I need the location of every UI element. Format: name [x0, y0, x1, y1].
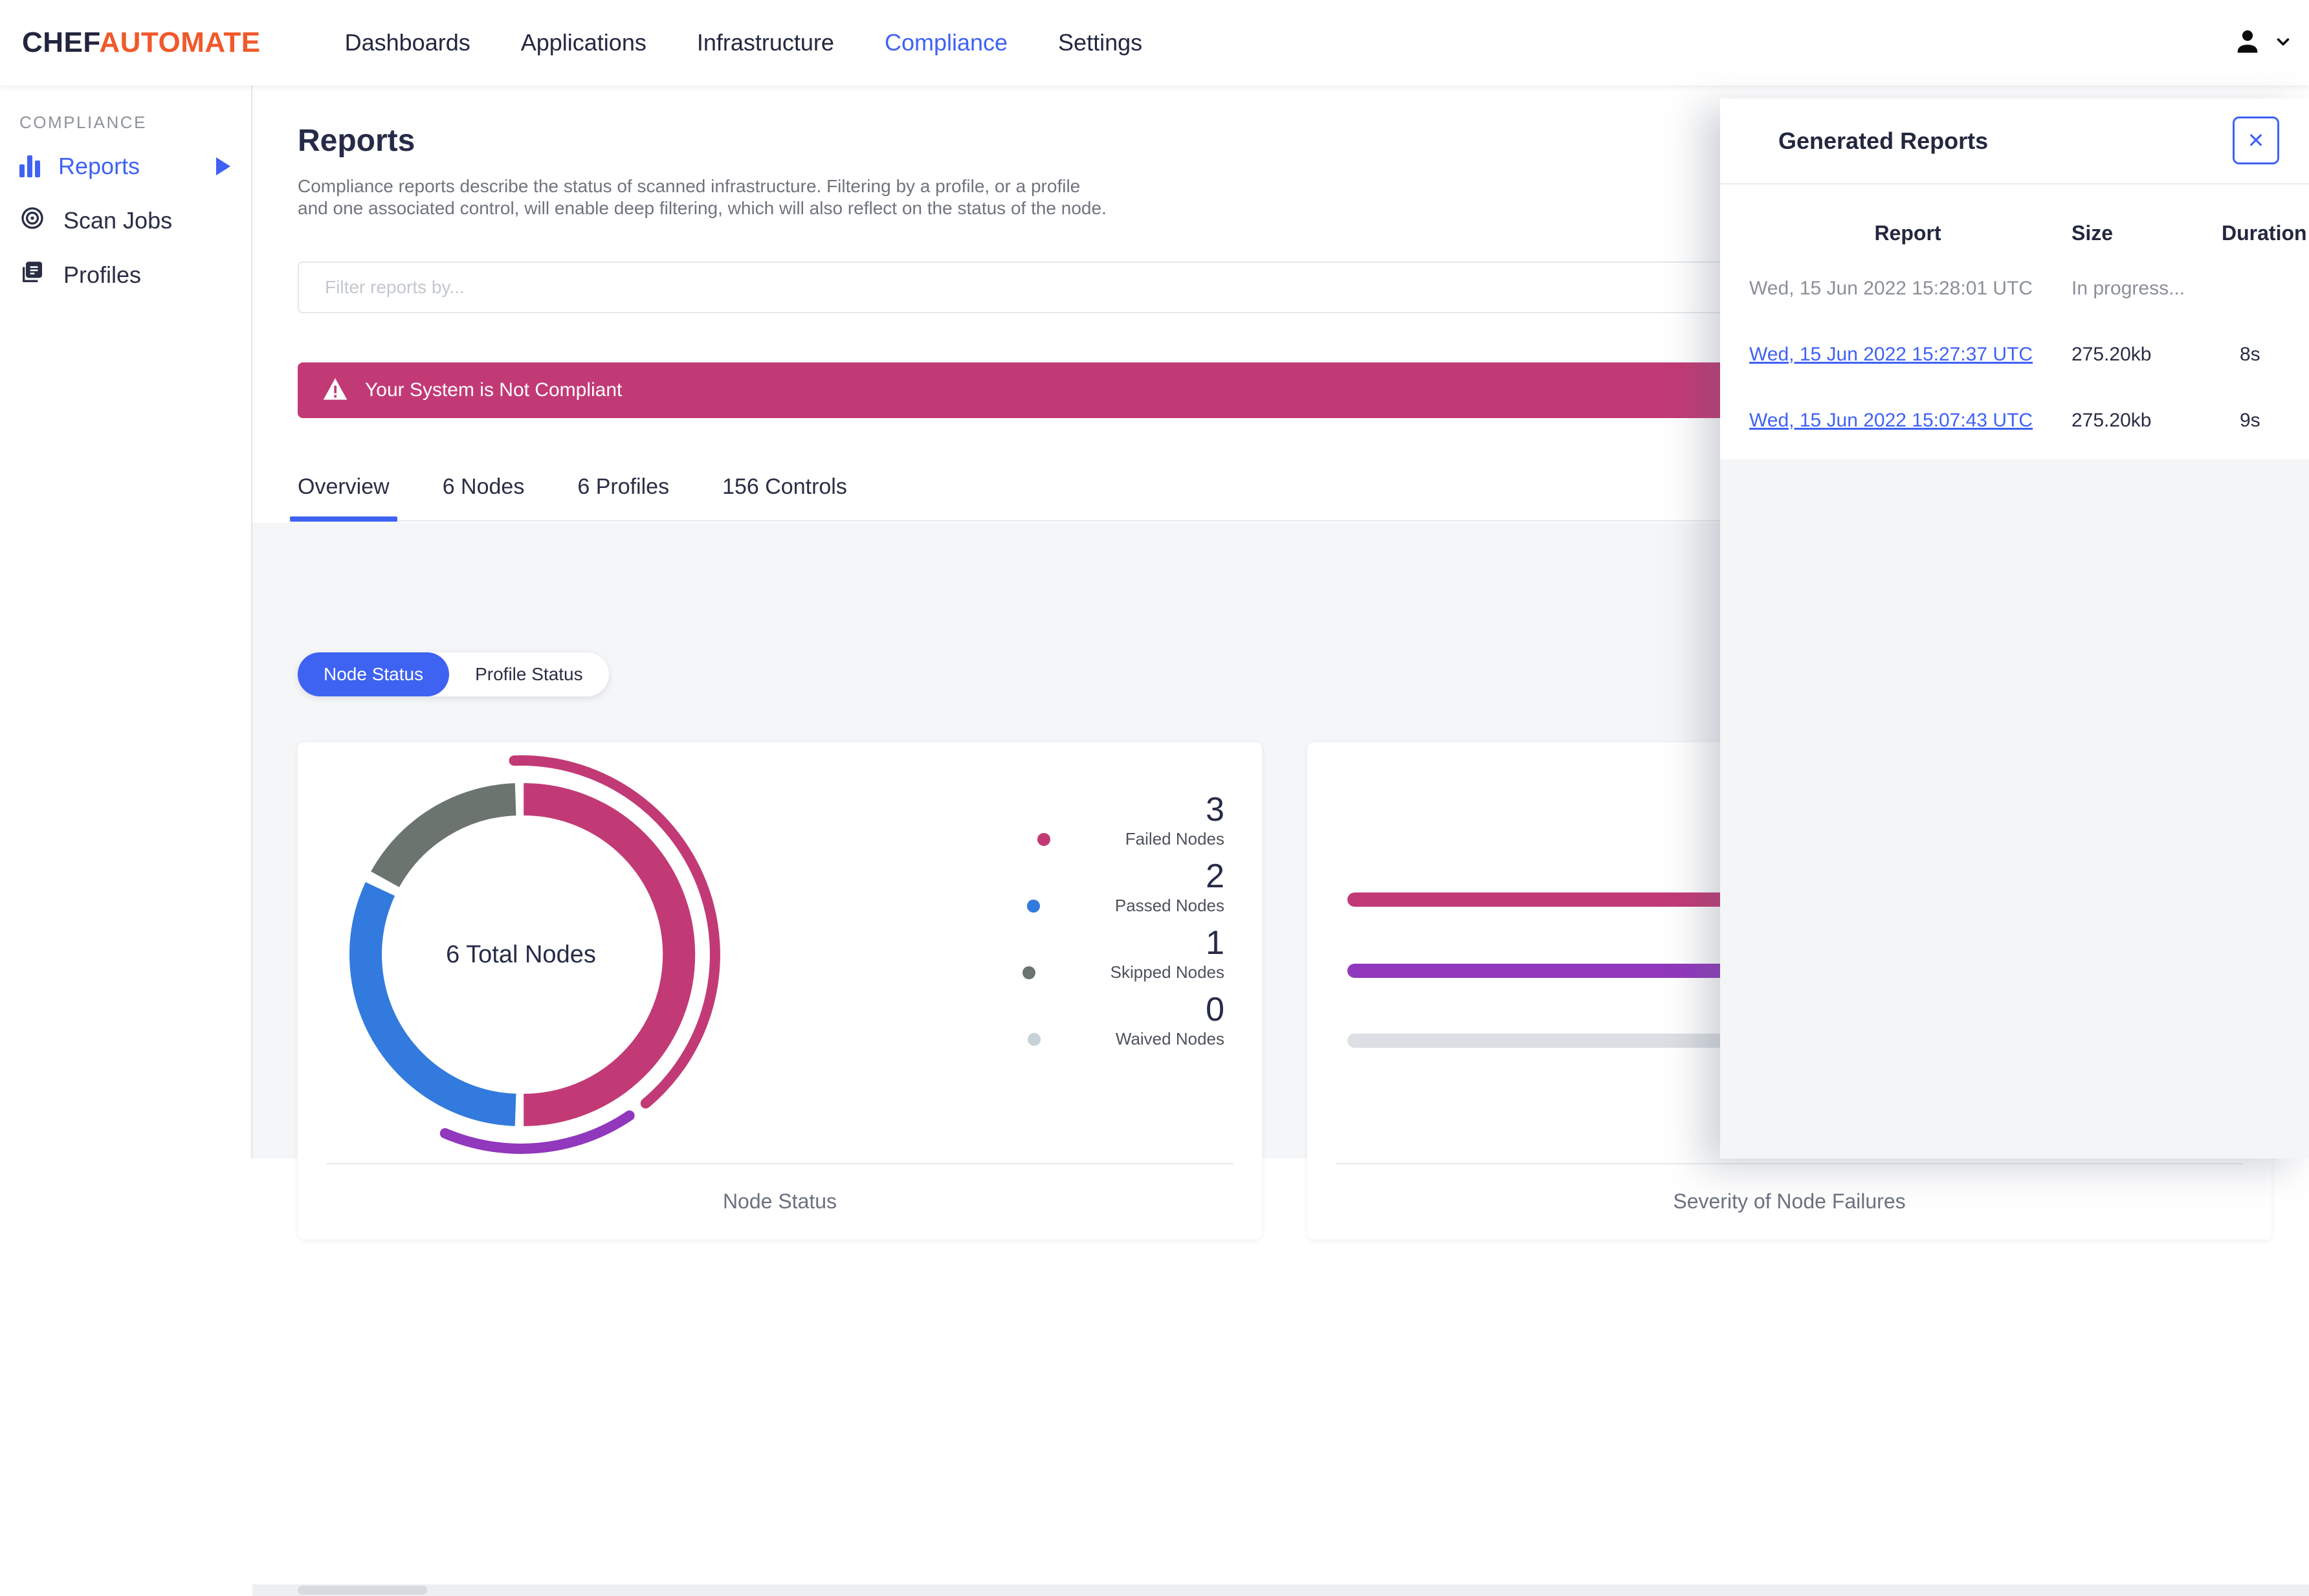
failed-dot-icon [1037, 832, 1050, 846]
close-icon[interactable]: ✕ [2233, 116, 2279, 164]
legend-failed: 3 Failed Nodes [1022, 793, 1224, 849]
report-duration: 9s [2240, 410, 2260, 431]
report-tabs: Overview 6 Nodes 6 Profiles 156 Controls [290, 453, 2271, 522]
nav-compliance[interactable]: Compliance [884, 29, 1008, 56]
col-header-report: Report [1874, 221, 1941, 245]
nav-settings[interactable]: Settings [1058, 29, 1143, 56]
waived-count: 0 [1206, 991, 1224, 1028]
documents-icon [19, 260, 45, 291]
logo-chef: CHEF [22, 27, 100, 58]
skipped-dot-icon [1022, 966, 1035, 979]
tab-overview[interactable]: Overview [290, 453, 397, 522]
table-row: Wed, 15 Jun 2022 15:27:37 UTC 275.20kb 8… [1749, 322, 2290, 388]
toggle-profile-status[interactable]: Profile Status [475, 664, 583, 684]
nav-infrastructure[interactable]: Infrastructure [696, 29, 834, 56]
page-description: Compliance reports describe the status o… [298, 176, 1107, 219]
report-size: 275.20kb [2071, 410, 2152, 431]
passed-count: 2 [1206, 858, 1224, 895]
tab-nodes[interactable]: 6 Nodes [442, 474, 525, 499]
legend-waived: 0 Waived Nodes [1022, 993, 1224, 1049]
report-download-link[interactable]: Wed, 15 Jun 2022 15:07:43 UTC [1749, 410, 2033, 431]
col-header-duration: Duration [2222, 221, 2307, 245]
horizontal-scrollbar[interactable] [252, 1584, 2309, 1596]
main-nav: Dashboards Applications Infrastructure C… [345, 29, 1143, 56]
table-header-row: Report Size Duration [1749, 210, 2306, 256]
donut-chart[interactable] [298, 742, 747, 1163]
skipped-count: 1 [1206, 924, 1224, 962]
chevron-down-icon [2271, 30, 2295, 56]
arrow-right-icon [216, 157, 230, 175]
failed-label: Failed Nodes [1125, 829, 1224, 848]
user-menu[interactable] [2230, 0, 2295, 85]
chef-automate-logo[interactable]: CHEFAUTOMATE [22, 27, 261, 59]
scan-target-icon [19, 205, 45, 237]
panel-title: Generated Reports [1778, 127, 1989, 154]
toggle-node-status[interactable]: Node Status [298, 652, 450, 696]
donut-center-label: 6 Total Nodes [446, 940, 596, 968]
scrollbar-thumb[interactable] [298, 1586, 427, 1595]
sidebar-section-label: COMPLIANCE [19, 113, 147, 132]
bar-chart-icon [19, 155, 40, 177]
logo-automate: AUTOMATE [99, 27, 261, 58]
banner-text: Your System is Not Compliant [365, 379, 623, 401]
generated-reports-table: Report Size Duration Wed, 15 Jun 2022 15… [1720, 210, 2309, 454]
nav-applications[interactable]: Applications [520, 29, 646, 56]
warning-icon [322, 377, 348, 405]
report-size: In progress... [2071, 278, 2185, 299]
generated-reports-content: Generated Reports ✕ Report Size Duration… [1720, 98, 2309, 460]
top-navbar: CHEFAUTOMATE Dashboards Applications Inf… [0, 0, 2309, 85]
compliance-sidebar: COMPLIANCE Reports Scan Jobs Profiles [0, 85, 252, 1158]
sidebar-item-reports[interactable]: Reports [0, 139, 251, 194]
sidebar-item-profiles[interactable]: Profiles [0, 248, 251, 302]
node-status-legend: 3 Failed Nodes 2 Passed Nodes 1 Skipped … [1022, 793, 1224, 1059]
sidebar-item-scan-jobs[interactable]: Scan Jobs [0, 194, 251, 248]
report-timestamp: Wed, 15 Jun 2022 15:28:01 UTC [1749, 278, 2033, 299]
passed-dot-icon [1026, 899, 1040, 913]
page-title: Reports [298, 124, 415, 158]
generated-reports-panel: Generated Reports ✕ Report Size Duration… [1720, 98, 2309, 1158]
skipped-label: Skipped Nodes [1110, 962, 1224, 982]
table-row: Wed, 15 Jun 2022 15:28:01 UTC In progres… [1749, 256, 2290, 322]
failed-count: 3 [1206, 791, 1224, 828]
tab-controls[interactable]: 156 Controls [722, 474, 847, 499]
severity-card-footer: Severity of Node Failures [1336, 1163, 2243, 1238]
report-duration: 8s [2240, 344, 2260, 365]
user-icon [2230, 24, 2265, 62]
waived-dot-icon [1027, 1032, 1041, 1046]
sidebar-item-label: Reports [58, 153, 140, 179]
col-header-size: Size [2071, 221, 2114, 245]
sidebar-item-label: Scan Jobs [63, 207, 173, 234]
node-status-chart: 6 Total Nodes 3 Failed Nodes 2 Passed No… [298, 742, 1262, 1163]
node-status-card-footer: Node Status [326, 1163, 1233, 1238]
node-status-card: 6 Total Nodes 3 Failed Nodes 2 Passed No… [298, 742, 1262, 1239]
table-row: Wed, 15 Jun 2022 15:07:43 UTC 275.20kb 9… [1749, 388, 2290, 454]
nav-dashboards[interactable]: Dashboards [344, 29, 470, 56]
legend-passed: 2 Passed Nodes [1022, 859, 1224, 916]
sidebar-item-label: Profiles [63, 261, 142, 288]
status-toggle: Node Status Profile Status [298, 652, 609, 696]
report-size: 275.20kb [2071, 344, 2152, 365]
passed-label: Passed Nodes [1114, 896, 1224, 915]
legend-skipped: 1 Skipped Nodes [1022, 926, 1224, 982]
report-download-link[interactable]: Wed, 15 Jun 2022 15:27:37 UTC [1749, 344, 2033, 365]
waived-label: Waived Nodes [1115, 1029, 1224, 1048]
panel-header: Generated Reports ✕ [1720, 98, 2309, 184]
tab-profiles[interactable]: 6 Profiles [577, 474, 670, 499]
